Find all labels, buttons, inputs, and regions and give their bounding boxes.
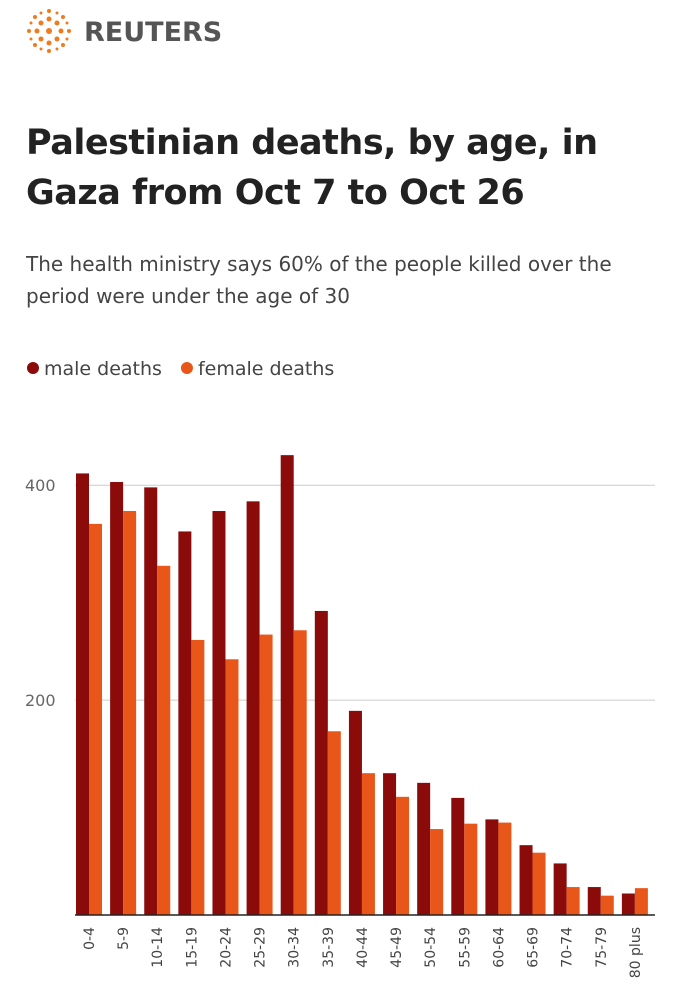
x-tick-label: 50-54 xyxy=(423,927,439,968)
bar xyxy=(280,455,294,915)
bar xyxy=(314,610,328,915)
bar xyxy=(246,501,260,915)
y-tick-label: 200 xyxy=(25,691,56,710)
bar xyxy=(519,845,533,915)
bar xyxy=(225,659,239,915)
title-box: Palestinian deaths, by age, in Gaza from… xyxy=(26,123,598,213)
legend-label: male deaths xyxy=(44,358,162,380)
bar xyxy=(89,523,102,915)
bar xyxy=(361,773,375,915)
bar xyxy=(587,887,601,915)
brand: REUTERS xyxy=(84,17,222,48)
x-tick-label: 35-39 xyxy=(321,927,337,968)
x-tick-label: 5-9 xyxy=(116,927,132,950)
x-tick-label: 45-49 xyxy=(389,927,405,968)
bar xyxy=(451,797,465,915)
bar xyxy=(566,887,580,915)
bar xyxy=(417,782,431,915)
x-tick-label: 15-19 xyxy=(184,927,200,968)
x-tick-label: 75-79 xyxy=(594,927,610,968)
x-tick-label: 70-74 xyxy=(560,927,576,968)
x-tick-label: 10-14 xyxy=(150,927,166,968)
x-tick-label: 80 plus xyxy=(628,927,644,978)
x-tick-label: 40-44 xyxy=(355,927,371,968)
bar xyxy=(383,773,397,915)
bar xyxy=(348,710,362,915)
bar xyxy=(76,473,89,915)
x-tick-label: 20-24 xyxy=(218,927,234,968)
x-tick-label: 0-4 xyxy=(82,927,98,950)
bar xyxy=(532,852,546,915)
bar xyxy=(110,482,124,915)
bar xyxy=(144,487,158,915)
chart-subtitle: The health ministry says 60% of the peop… xyxy=(26,252,612,308)
bar xyxy=(430,829,444,915)
bar xyxy=(464,823,478,915)
bar xyxy=(191,639,205,915)
bar xyxy=(621,893,635,915)
bar xyxy=(259,634,273,915)
bar xyxy=(498,822,512,915)
chart-title: Palestinian deaths, by age, in Gaza from… xyxy=(26,123,598,213)
x-tick-label: 25-29 xyxy=(253,927,269,968)
bar xyxy=(123,511,137,915)
bar xyxy=(178,531,192,915)
legend-label: female deaths xyxy=(198,358,334,380)
subtitle-box: The health ministry says 60% of the peop… xyxy=(26,252,612,308)
x-tick-label: 60-64 xyxy=(491,927,507,968)
x-tick-label: 55-59 xyxy=(457,927,473,968)
bar xyxy=(212,511,226,915)
x-tick-label: 30-34 xyxy=(287,927,303,968)
bar xyxy=(293,630,307,915)
bar xyxy=(327,731,341,915)
bar xyxy=(396,796,410,915)
bar xyxy=(157,565,171,915)
legend-swatch xyxy=(27,362,39,374)
bar xyxy=(485,819,499,915)
bar xyxy=(553,863,567,915)
x-tick-label: 65-69 xyxy=(526,927,542,968)
y-tick-label: 400 xyxy=(25,476,56,495)
bar xyxy=(634,888,648,915)
bar xyxy=(600,895,614,915)
logo xyxy=(27,9,71,53)
legend-swatch xyxy=(180,362,193,374)
